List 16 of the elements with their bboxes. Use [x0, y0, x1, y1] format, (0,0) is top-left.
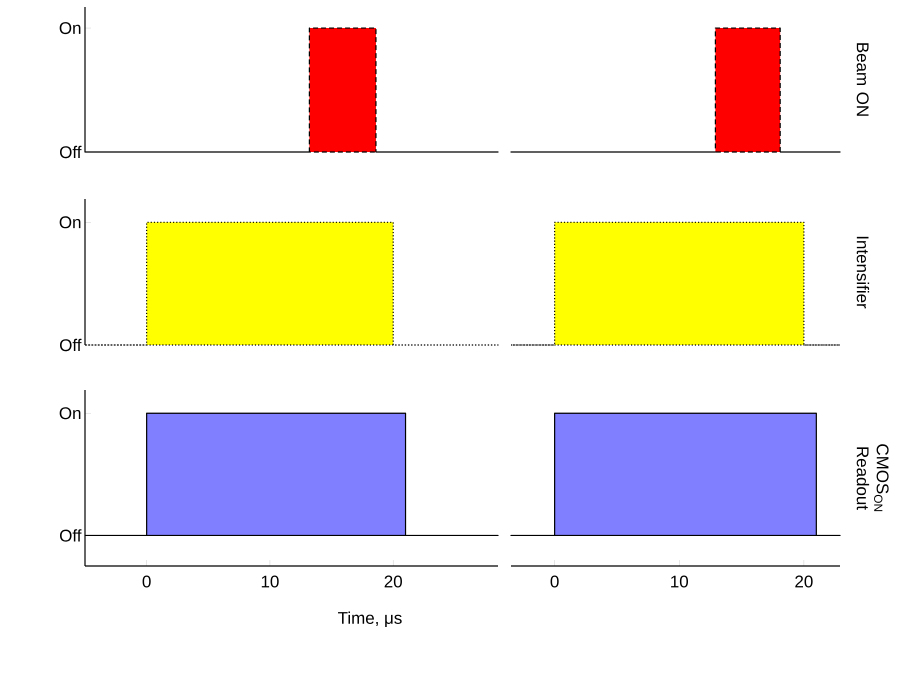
y-axis-title: Intensifier	[856, 236, 870, 308]
x-tick-label: 20	[795, 576, 813, 588]
x-tick-label: 10	[671, 576, 688, 588]
text: Off	[60, 146, 82, 158]
y-axis-title: CMOS$_{ON}$ Readout	[856, 444, 889, 512]
x-tick-label: 10	[262, 576, 279, 588]
text: On	[60, 216, 80, 228]
text: Off	[60, 529, 82, 542]
text: On	[60, 22, 80, 34]
y-axis-title: Beam ON	[856, 43, 869, 116]
x-axis-title: Time, μs	[338, 612, 402, 628]
x-tick-label: 0	[142, 576, 151, 588]
x-tick-label: 0	[550, 576, 559, 588]
text: Off	[60, 338, 82, 352]
text: On	[60, 407, 80, 420]
x-tick-label: 20	[384, 576, 402, 588]
